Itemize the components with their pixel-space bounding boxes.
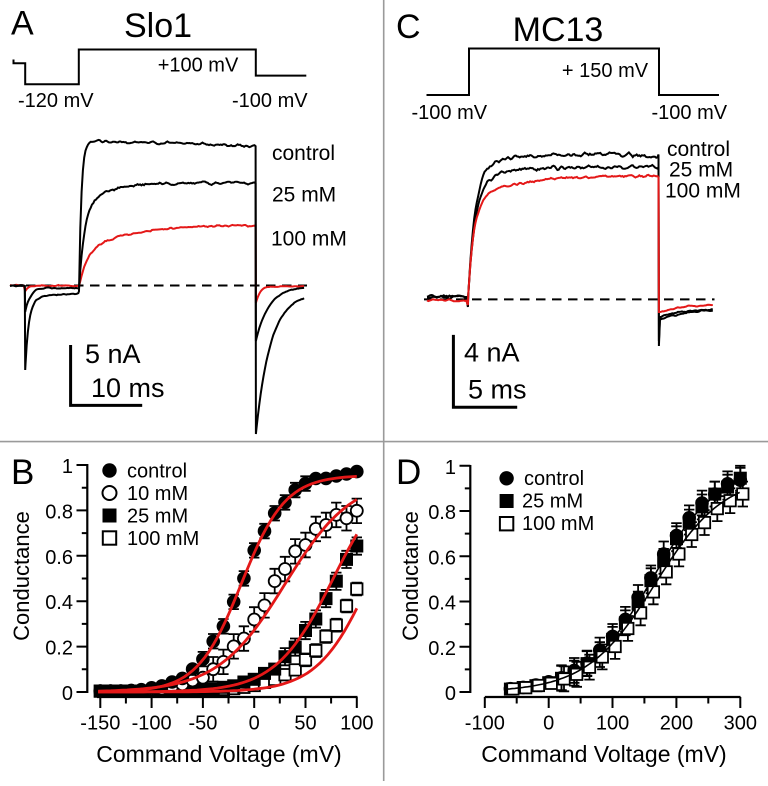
svg-text:100 mM: 100 mM xyxy=(522,513,594,535)
svg-text:25 mM: 25 mM xyxy=(127,506,188,528)
svg-text:0.4: 0.4 xyxy=(428,593,456,615)
svg-text:100 mM: 100 mM xyxy=(271,228,347,251)
svg-text:-150: -150 xyxy=(80,713,120,735)
svg-text:5 nA: 5 nA xyxy=(85,339,141,369)
svg-text:-100 mV: -100 mV xyxy=(652,102,728,124)
svg-text:0.6: 0.6 xyxy=(45,547,73,569)
svg-text:control: control xyxy=(272,142,335,165)
svg-text:0: 0 xyxy=(445,683,456,705)
svg-text:-100: -100 xyxy=(465,713,505,735)
svg-text:25 mM: 25 mM xyxy=(272,184,336,207)
svg-text:200: 200 xyxy=(660,713,693,735)
svg-text:Command Voltage (mV): Command Voltage (mV) xyxy=(481,741,726,767)
svg-text:MC13: MC13 xyxy=(513,11,604,49)
svg-text:-100 mV: -100 mV xyxy=(412,102,488,124)
svg-text:100: 100 xyxy=(596,713,629,735)
svg-text:A: A xyxy=(11,5,34,43)
svg-text:5 ms: 5 ms xyxy=(468,375,527,405)
svg-text:300: 300 xyxy=(724,713,757,735)
svg-text:Conductance: Conductance xyxy=(9,511,34,641)
svg-text:B: B xyxy=(11,453,34,492)
svg-text:10 ms: 10 ms xyxy=(91,373,165,403)
svg-text:+100 mV: +100 mV xyxy=(158,55,239,77)
svg-text:0.8: 0.8 xyxy=(45,501,73,523)
svg-text:0.2: 0.2 xyxy=(45,638,73,660)
svg-text:50: 50 xyxy=(294,713,316,735)
svg-text:25 mM: 25 mM xyxy=(522,491,583,513)
svg-text:100: 100 xyxy=(340,713,373,735)
svg-text:0.2: 0.2 xyxy=(428,638,456,660)
svg-text:C: C xyxy=(396,8,421,46)
svg-text:0: 0 xyxy=(62,683,73,705)
svg-text:-100: -100 xyxy=(132,713,172,735)
svg-text:-50: -50 xyxy=(188,713,217,735)
svg-text:control: control xyxy=(524,468,584,490)
svg-text:100 mM: 100 mM xyxy=(665,180,741,203)
svg-text:Conductance: Conductance xyxy=(398,511,423,641)
svg-text:4 nA: 4 nA xyxy=(464,338,520,368)
svg-text:control: control xyxy=(667,138,730,161)
svg-text:0.8: 0.8 xyxy=(428,502,456,524)
svg-text:0: 0 xyxy=(543,713,554,735)
svg-text:10 mM: 10 mM xyxy=(127,483,188,505)
svg-text:0.6: 0.6 xyxy=(428,547,456,569)
svg-text:1: 1 xyxy=(445,457,456,479)
svg-text:1: 1 xyxy=(62,456,73,478)
svg-text:Command Voltage (mV): Command Voltage (mV) xyxy=(96,741,341,767)
svg-text:100 mM: 100 mM xyxy=(127,528,199,550)
svg-text:0: 0 xyxy=(249,713,260,735)
svg-text:+ 150 mV: + 150 mV xyxy=(562,60,649,82)
svg-text:0.4: 0.4 xyxy=(45,592,73,614)
svg-text:25 mM: 25 mM xyxy=(669,159,733,182)
svg-text:control: control xyxy=(127,461,187,483)
svg-text:D: D xyxy=(396,453,421,492)
svg-text:Slo1: Slo1 xyxy=(124,7,192,45)
svg-text:-100 mV: -100 mV xyxy=(232,90,308,112)
svg-text:-120 mV: -120 mV xyxy=(18,90,94,112)
